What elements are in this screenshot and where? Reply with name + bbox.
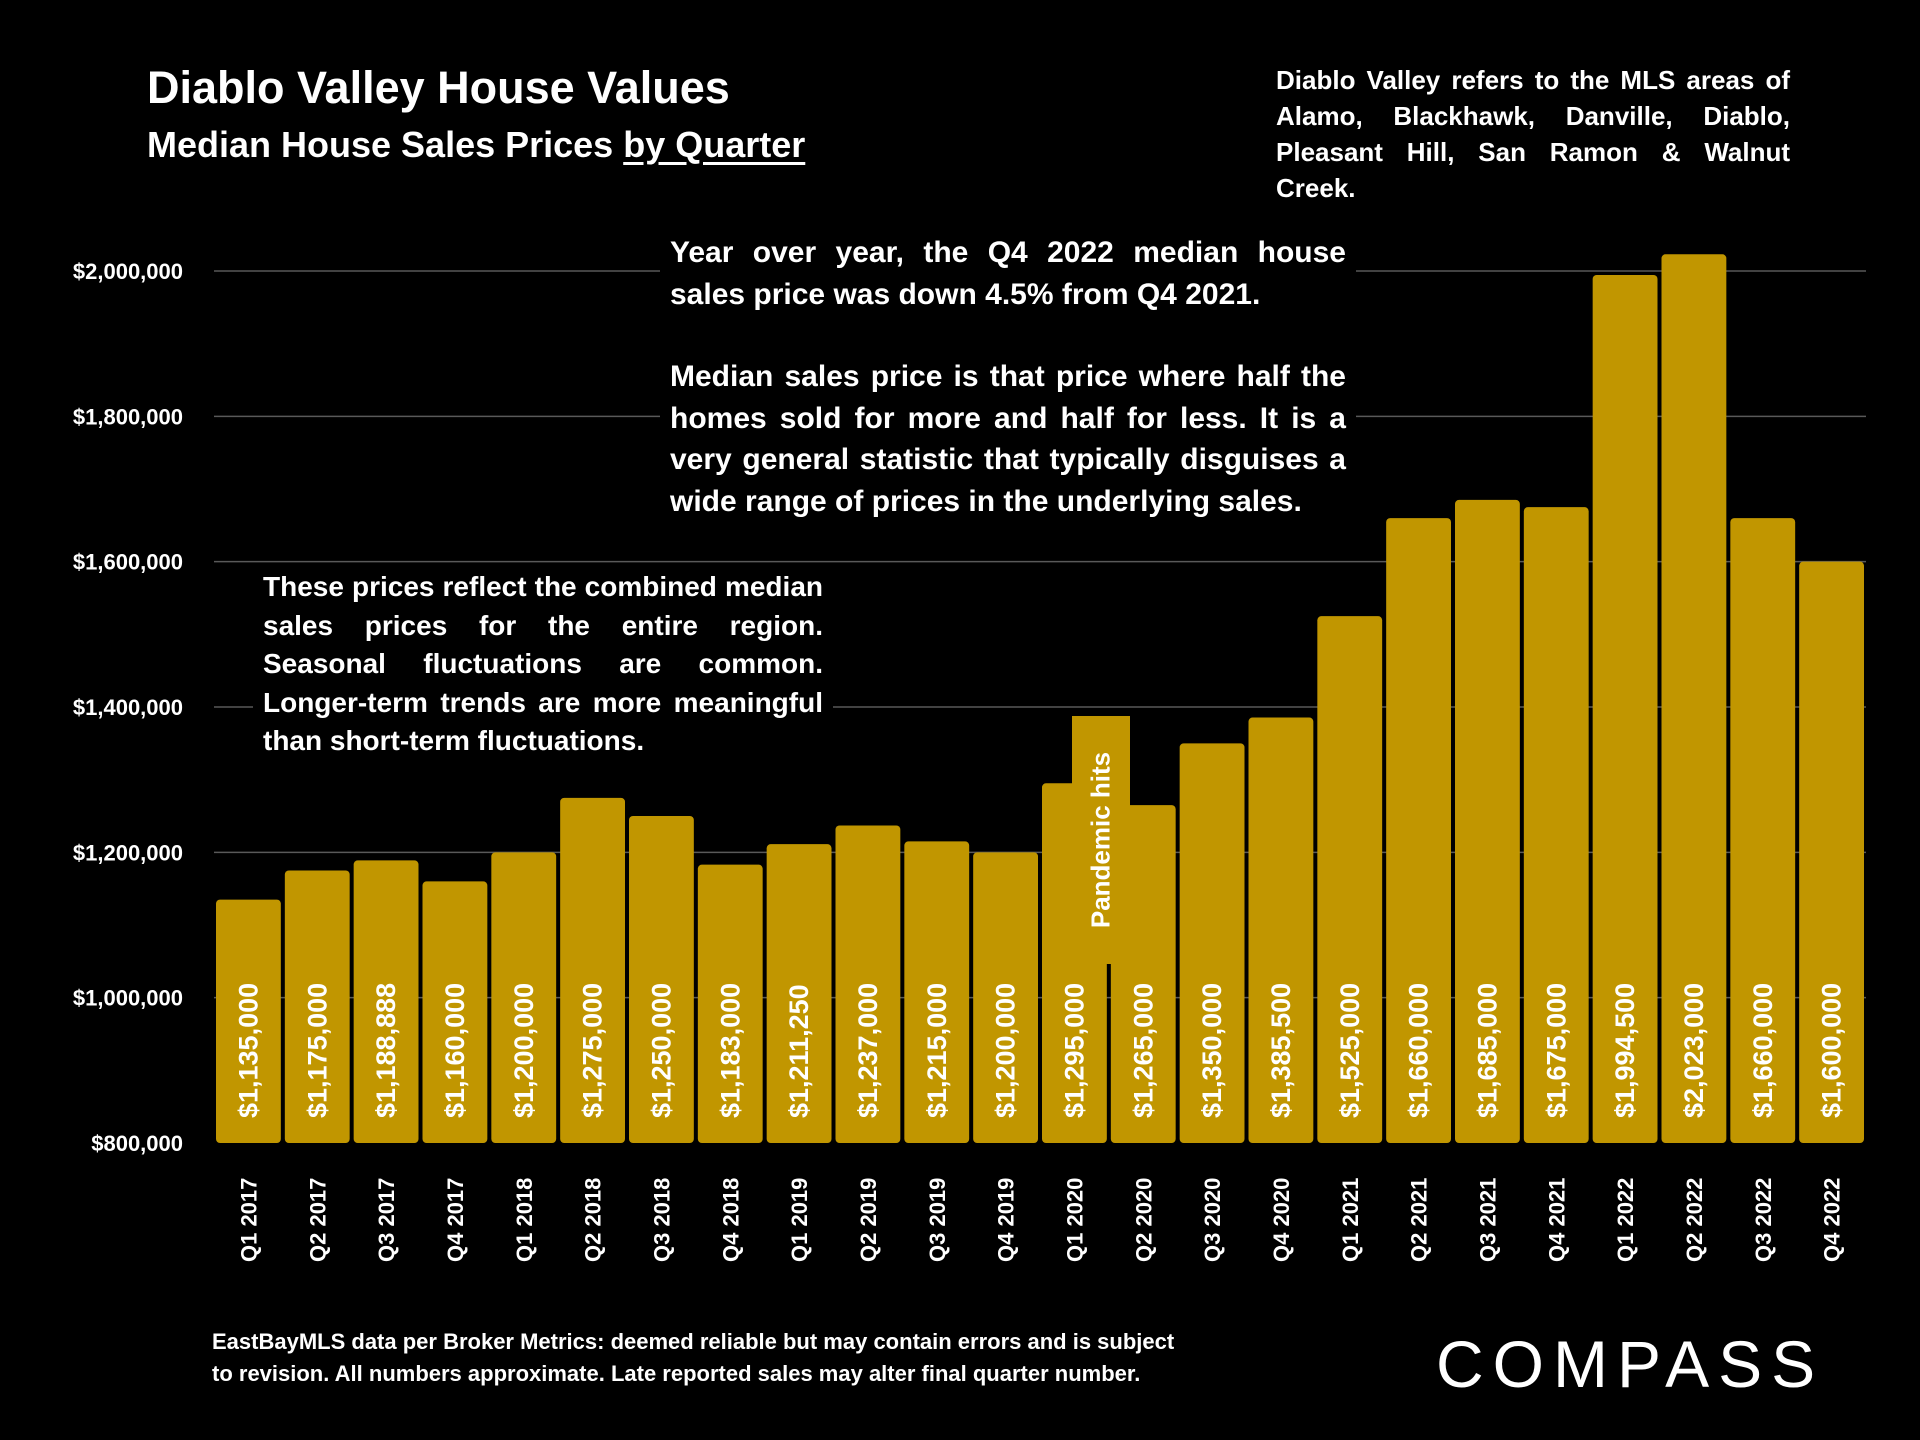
bar: [1179, 743, 1245, 1143]
y-tick-label: $2,000,000: [73, 259, 183, 284]
x-tick-label: Q1 2021: [1338, 1178, 1363, 1262]
bar-value-label: $1,385,500: [1266, 983, 1296, 1118]
y-tick-label: $1,800,000: [73, 404, 183, 429]
yoy-annotation: Year over year, the Q4 2022 median house…: [660, 232, 1356, 522]
y-tick-label: $1,200,000: [73, 840, 183, 865]
x-tick-label: Q2 2022: [1682, 1178, 1707, 1262]
bar-value-label: $1,275,000: [578, 983, 608, 1118]
bar: [1523, 507, 1589, 1144]
bar-value-label: $1,250,000: [646, 983, 676, 1118]
x-tick-label: Q1 2018: [512, 1178, 537, 1262]
bar: [1248, 717, 1314, 1143]
bar: [1455, 499, 1520, 1143]
x-tick-label: Q3 2018: [649, 1178, 674, 1262]
region-note-line: Diablo Valley refers to the MLS areas of: [1276, 65, 1790, 95]
x-tick-label: Q2 2020: [1131, 1178, 1156, 1262]
bar-value-label: $1,211,250: [784, 984, 814, 1118]
bar: [1592, 274, 1658, 1143]
bar: [629, 816, 694, 1143]
bar: [973, 852, 1038, 1143]
pandemic-hits-text: Pandemic hits: [1085, 751, 1116, 929]
bar-value-label: $1,295,000: [1059, 983, 1089, 1118]
bar: [1661, 254, 1727, 1143]
bar-value-label: $1,183,000: [715, 983, 745, 1118]
x-tick-label: Q2 2018: [581, 1178, 606, 1262]
bar-value-label: $2,023,000: [1679, 983, 1709, 1118]
bar-value-label: $1,350,000: [1197, 983, 1227, 1118]
bar-value-label: $1,994,500: [1610, 983, 1640, 1118]
x-tick-label: Q4 2021: [1544, 1178, 1569, 1262]
x-tick-label: Q1 2020: [1062, 1178, 1087, 1262]
chart-subtitle: Median House Sales Prices by Quarter: [147, 124, 805, 166]
bar: [697, 864, 763, 1143]
compass-logo: COMPASS: [1436, 1327, 1825, 1401]
yoy-annotation-paragraph: Year over year, the Q4 2022 median house…: [670, 236, 1346, 311]
bar-value-label: $1,685,000: [1472, 983, 1502, 1118]
x-tick-label: Q4 2017: [443, 1178, 468, 1262]
x-tick-label: Q2 2021: [1407, 1178, 1432, 1262]
bar-value-label: $1,135,000: [233, 983, 263, 1118]
region-note-line: Pleasant Hill, San Ramon & Walnut Creek.: [1276, 137, 1790, 203]
bar: [1799, 561, 1864, 1143]
chart-title: Diablo Valley House Values: [147, 62, 730, 113]
bar: [1730, 518, 1796, 1143]
bar: [491, 852, 557, 1143]
bar: [422, 881, 488, 1143]
bar-value-label: $1,600,000: [1817, 983, 1847, 1118]
y-tick-label: $1,400,000: [73, 695, 183, 720]
bar: [560, 797, 625, 1143]
source-footnote: EastBayMLS data per Broker Metrics: deem…: [212, 1326, 1174, 1390]
x-tick-label: Q1 2022: [1613, 1178, 1638, 1262]
bar-value-label: $1,660,000: [1748, 983, 1778, 1118]
x-tick-label: Q3 2022: [1751, 1178, 1776, 1262]
x-tick-label: Q3 2020: [1200, 1178, 1225, 1262]
y-tick-label: $800,000: [91, 1131, 183, 1156]
bar-value-label: $1,175,000: [302, 983, 332, 1118]
bar-value-label: $1,525,000: [1335, 983, 1365, 1118]
bar-value-label: $1,188,888: [371, 983, 401, 1118]
bar: [353, 860, 419, 1143]
x-tick-label: Q4 2018: [718, 1178, 743, 1262]
bar-value-label: $1,200,000: [509, 983, 539, 1118]
bar-value-label: $1,265,000: [1128, 983, 1158, 1118]
x-tick-label: Q1 2017: [236, 1178, 261, 1262]
x-tick-label: Q2 2017: [305, 1178, 330, 1262]
subtitle-by-quarter: by Quarter: [623, 124, 806, 165]
bar-value-label: $1,200,000: [991, 983, 1021, 1118]
subtitle-prefix: Median House Sales Prices: [147, 124, 624, 165]
x-tick-label: Q4 2022: [1820, 1178, 1845, 1262]
x-tick-label: Q3 2021: [1475, 1178, 1500, 1262]
x-tick-label: Q3 2019: [925, 1178, 950, 1262]
median-definition-paragraph: Median sales price is that price where h…: [670, 360, 1346, 518]
bar-value-label: $1,675,000: [1541, 983, 1571, 1118]
y-tick-label: $1,000,000: [73, 986, 183, 1011]
bar: [766, 844, 832, 1143]
x-tick-label: Q4 2020: [1269, 1178, 1294, 1262]
x-tick-label: Q1 2019: [787, 1178, 812, 1262]
x-tick-label: Q4 2019: [994, 1178, 1019, 1262]
combined-prices-annotation: These prices reflect the combined median…: [253, 568, 833, 761]
bar: [284, 870, 350, 1143]
pandemic-hits-callout: Pandemic hits: [1072, 716, 1130, 964]
footnote-line: EastBayMLS data per Broker Metrics: deem…: [212, 1329, 1175, 1354]
bar: [216, 899, 281, 1143]
x-tick-label: Q3 2017: [374, 1178, 399, 1262]
bar-value-label: $1,237,000: [853, 983, 883, 1118]
region-note-line: Alamo, Blackhawk, Danville, Diablo,: [1276, 101, 1790, 131]
bar: [1317, 616, 1383, 1143]
bar-value-label: $1,160,000: [440, 983, 470, 1118]
bar: [904, 841, 970, 1143]
x-tick-label: Q2 2019: [856, 1178, 881, 1262]
bar: [835, 825, 901, 1143]
footnote-line: to revision. All numbers approximate. La…: [212, 1361, 1141, 1386]
bar-value-label: $1,215,000: [922, 983, 952, 1118]
region-note: Diablo Valley refers to the MLS areas of…: [1276, 62, 1790, 206]
y-tick-label: $1,600,000: [73, 550, 183, 575]
bar-value-label: $1,660,000: [1404, 983, 1434, 1118]
bar: [1386, 518, 1451, 1143]
